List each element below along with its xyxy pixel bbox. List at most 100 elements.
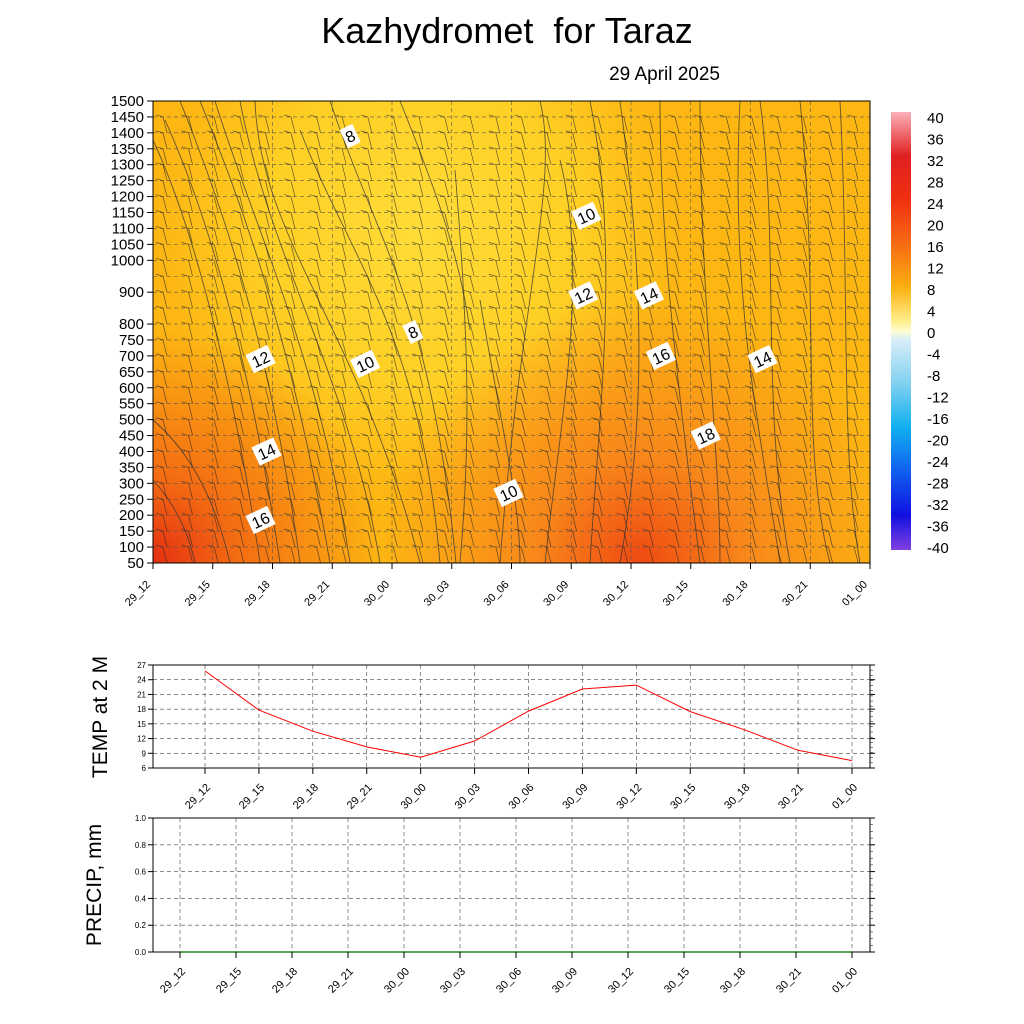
precip-frame [152,817,871,953]
x-tick-label: 29_18 [243,579,273,609]
y-tick-label: 9 [142,749,147,758]
x-tick-label: 01_00 [830,782,860,812]
y-tick-label: 350 [119,459,144,476]
y-tick-label: 1100 [112,220,144,237]
contour-label: 10 [571,201,602,230]
x-tick-label: 30_21 [780,579,810,609]
contour-line [153,139,261,563]
y-tick-label: 0.0 [135,948,147,957]
contour-label: 16 [645,341,676,371]
y-tick-label: 27 [137,661,146,670]
colorbar-label: 28 [927,175,944,192]
contour-label: 14 [633,281,665,310]
colorbar-label: 24 [927,196,944,213]
y-tick-label: 24 [137,676,146,685]
x-tick-label: 29_18 [270,966,300,996]
colorbar-label: 36 [927,132,944,149]
x-tick-label: 29_18 [291,782,321,812]
y-tick-label: 300 [119,475,144,492]
colorbar-label: 0 [927,325,935,342]
precip-y-axis-label: PRECIP, mm [83,824,106,946]
x-tick-label: 30_15 [662,966,692,996]
colorbar-label: -12 [927,390,949,407]
x-tick-label: 29_15 [237,782,267,812]
chart-date: 29 April 2025 [609,64,720,85]
y-tick-label: 1250 [111,173,144,190]
colorbar-label: 12 [927,261,944,278]
y-tick-label: 0.6 [135,868,147,877]
contour-line [619,101,640,563]
y-tick-label: 1300 [111,157,144,174]
x-tick-label: 30_00 [382,966,412,996]
contour-line [479,299,521,563]
x-tick-label: 29_12 [123,579,153,609]
x-tick-label: 30_09 [541,579,571,609]
x-tick-label: 30_12 [614,782,644,812]
wind-barbs [155,114,859,564]
contour-line [499,101,546,563]
y-tick-label: 500 [119,412,144,429]
y-tick-label: 6 [142,764,147,773]
y-tick-label: 1450 [111,109,144,126]
x-tick-label: 30_00 [399,782,429,812]
x-tick-label: 30_03 [438,966,468,996]
svg-text:12: 12 [250,349,273,372]
x-tick-label: 30_15 [661,579,691,609]
y-tick-label: 400 [119,443,144,460]
svg-text:14: 14 [256,441,279,464]
x-tick-label: 30_18 [721,579,751,609]
y-tick-label: 0.4 [135,894,147,903]
y-tick-label: 600 [119,380,144,397]
contour-line [799,101,831,563]
contour-line [153,479,196,563]
x-tick-label: 29_21 [302,579,332,609]
x-tick-label: 30_06 [482,579,512,609]
y-tick-label: 1150 [112,205,144,222]
y-tick-label: 15 [137,720,146,729]
y-tick-label: 750 [119,332,144,349]
x-tick-label: 30_09 [550,966,580,996]
contour-label: 10 [350,349,381,378]
colorbar-label: 4 [927,304,935,321]
x-tick-label: 30_21 [776,782,806,812]
contour-label: 8 [402,319,424,345]
x-tick-label: 29_21 [345,782,375,812]
colorbar-label: -20 [927,433,949,450]
y-tick-label: 1050 [111,236,144,253]
x-tick-label: 30_12 [601,579,631,609]
contour-label: 12 [568,281,599,310]
colorbar-label: 40 [927,110,944,127]
y-tick-label: 1500 [111,93,144,110]
x-tick-label: 30_18 [722,782,752,812]
colorbar-label: 8 [927,282,935,299]
contour-label: 8 [339,124,361,149]
colorbar-label: -36 [927,519,949,536]
y-tick-label: 21 [137,690,146,699]
svg-text:16: 16 [650,346,673,369]
x-tick-label: 01_00 [840,579,870,609]
colorbar-label: 32 [927,153,944,170]
svg-text:18: 18 [695,425,718,448]
x-tick-label: 30_15 [668,782,698,812]
temp-series-line [204,670,853,762]
temp-frame [152,664,871,769]
contour-line [454,169,468,563]
svg-text:10: 10 [354,354,377,377]
x-tick-label: 01_00 [830,966,860,996]
colorbar-label: -24 [927,454,949,471]
svg-text:16: 16 [250,510,273,533]
contour-line [329,101,457,563]
y-tick-label: 900 [119,284,144,301]
chart-title: Kazhydromet for Taraz [321,10,693,51]
colorbar-label: -8 [927,368,940,385]
contour-label: 10 [493,478,524,508]
contour-line [179,101,301,563]
y-tick-label: 100 [119,539,144,556]
contour-label: 14 [251,437,282,466]
y-tick-label: 1400 [111,125,144,142]
colorbar-label: -16 [927,411,949,428]
colorbar-label: -40 [927,540,949,557]
contour-line [589,101,607,563]
y-tick-label: 800 [119,316,144,333]
